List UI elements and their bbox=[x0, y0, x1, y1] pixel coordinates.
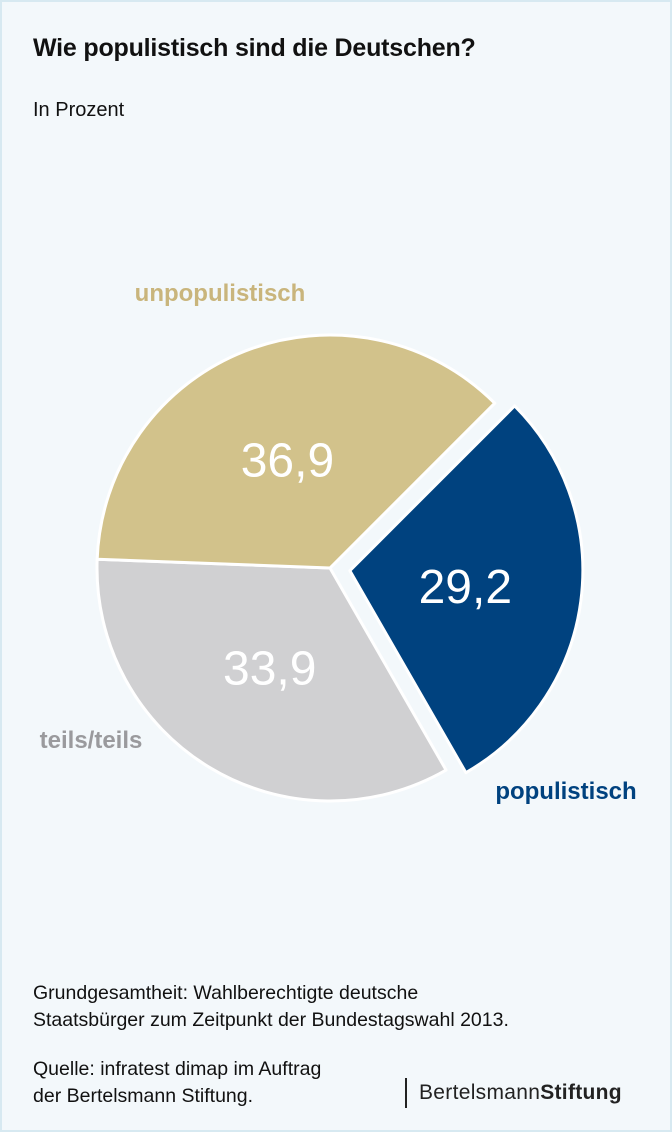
footnote-population-line2: Staatsbürger zum Zeitpunkt der Bundestag… bbox=[33, 1009, 509, 1031]
bertelsmann-logo: BertelsmannStiftung bbox=[405, 1078, 622, 1108]
footnote-source-line2: der Bertelsmann Stiftung. bbox=[33, 1085, 254, 1107]
footnote-source-line1: Quelle: infratest dimap im Auftrag bbox=[33, 1058, 322, 1080]
logo-part2: Stiftung bbox=[540, 1081, 622, 1104]
pie-slice-unpopulistisch bbox=[95, 333, 497, 570]
chart-subtitle: In Prozent bbox=[33, 99, 125, 121]
footnote-source: Quelle: infratest dimap im Auftrag der B… bbox=[33, 1056, 321, 1110]
pie-value-label: 36,9 bbox=[241, 435, 334, 488]
pie-value-label: 29,2 bbox=[419, 561, 512, 614]
pie-slice-teils-teils bbox=[95, 557, 448, 803]
pie-category-label: teils/teils bbox=[40, 727, 143, 754]
logo-part1: Bertelsmann bbox=[419, 1081, 541, 1104]
chart-title: Wie populistisch sind die Deutschen? bbox=[33, 34, 476, 62]
pie-slice-populistisch bbox=[348, 404, 585, 775]
pie-category-label: populistisch bbox=[495, 778, 636, 805]
pie-chart: 29,2 populistisch 33,9 teils/teils 36,9 unpop… bbox=[40, 280, 637, 805]
footnote-population-line1: Grundgesamtheit: Wahlberechtigte deutsch… bbox=[33, 982, 419, 1004]
pie-value-label: 33,9 bbox=[223, 643, 316, 696]
pie-category-label: unpopulistisch bbox=[135, 280, 306, 307]
footnote-population: Grundgesamtheit: Wahlberechtigte deutsch… bbox=[33, 980, 509, 1034]
